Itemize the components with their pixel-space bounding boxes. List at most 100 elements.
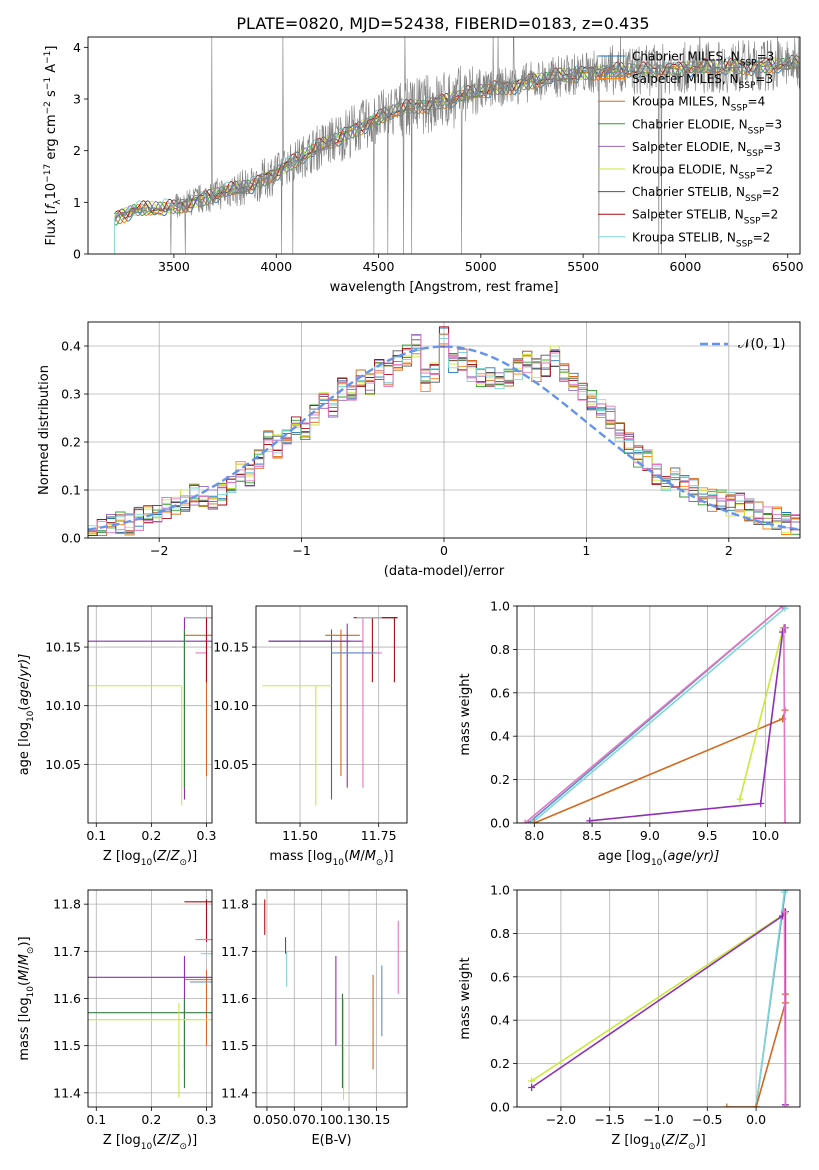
legend-entry-7: Salpeter STELIB, NSSP=2 bbox=[632, 208, 778, 227]
plot-area bbox=[256, 606, 407, 823]
plot-area bbox=[517, 890, 800, 1107]
data-point-5 bbox=[88, 685, 183, 806]
x-axis-label: mass [log10(M/M⊙)] bbox=[269, 849, 393, 868]
x-tick-label: 9.0 bbox=[640, 828, 660, 843]
x-tick-label: 0.1 bbox=[86, 1112, 106, 1127]
legend-entry-5: Kroupa ELODIE, NSSP=2 bbox=[632, 163, 773, 182]
x-tick-label: 8.0 bbox=[524, 828, 544, 843]
data-point-3 bbox=[184, 970, 212, 1046]
x-tick-label: 10.0 bbox=[751, 828, 779, 843]
x-tick-label: 0.15 bbox=[362, 1112, 390, 1127]
legend-entry-0: Chabrier MILES, NSSP=3 bbox=[632, 50, 774, 69]
axes-frame bbox=[516, 605, 801, 824]
y-axis-label: mass [log10(M/M⊙)] bbox=[17, 936, 36, 1060]
y-tick-label: 11.6 bbox=[53, 991, 81, 1006]
x-tick-label: 0.07 bbox=[280, 1112, 308, 1127]
weight-marker bbox=[736, 795, 744, 803]
x-tick-label: 6500 bbox=[772, 259, 804, 274]
x-tick-label: 11.50 bbox=[282, 828, 318, 843]
x-tick-label: 0.1 bbox=[86, 828, 106, 843]
weight-marker bbox=[528, 1083, 536, 1091]
y-axis-label: Flux [fλ10−17 erg cm−2 s−1 A−1] bbox=[43, 46, 63, 246]
y-tick-label: 0.1 bbox=[61, 483, 81, 498]
axes-frame bbox=[255, 889, 408, 1108]
y-tick-label: 11.8 bbox=[53, 897, 81, 912]
y-tick-label: 0.6 bbox=[490, 969, 510, 984]
y-axis-label: mass weight bbox=[458, 957, 473, 1039]
data-point-2 bbox=[268, 623, 363, 788]
axes-frame bbox=[516, 889, 801, 1108]
weight-marker bbox=[757, 799, 765, 807]
gaussian-curve bbox=[88, 345, 800, 531]
plot-area bbox=[88, 606, 212, 823]
weight-marker bbox=[779, 606, 787, 610]
axes-frame bbox=[87, 321, 801, 539]
legend-entry-2: Kroupa MILES, NSSP=4 bbox=[632, 95, 765, 114]
x-tick-label: 0.3 bbox=[197, 828, 217, 843]
weight-marker bbox=[521, 819, 529, 823]
x-tick-label: 3500 bbox=[158, 259, 190, 274]
y-tick-label: 0.2 bbox=[490, 1056, 510, 1071]
x-tick-label: 5500 bbox=[567, 259, 599, 274]
x-tick-label: 2 bbox=[725, 543, 733, 558]
chart-age-vs-metallicity: 0.1 0.2 0.3 10.05 10.10 10.15 Z [log10(Z/Z⊙)] a… bbox=[17, 605, 217, 868]
y-tick-label: 11.6 bbox=[221, 991, 249, 1006]
x-tick-label: 11.75 bbox=[361, 828, 397, 843]
y-tick-label: 10.15 bbox=[213, 640, 249, 655]
chart-mass-vs-ebv: 0.05 0.07 0.10 0.13 0.15 11.4 11.5 11.6 11.7 11.8… bbox=[221, 889, 408, 1148]
x-tick-label: 0.0 bbox=[746, 1112, 766, 1127]
y-tick-label: 0.2 bbox=[490, 772, 510, 787]
chart-massweight-vs-age: 8.0 8.5 9.0 9.5 10.0 0.0 0.2 0.4 0.6 0.8 1.0 age [l… bbox=[458, 599, 801, 868]
y-tick-label: 0.3 bbox=[61, 387, 81, 402]
weight-line-2 bbox=[524, 606, 784, 823]
x-tick-label: −2.0 bbox=[546, 1112, 576, 1127]
y-tick-label: 0.2 bbox=[61, 435, 81, 450]
x-tick-label: 0.3 bbox=[197, 1112, 217, 1127]
y-tick-label: 10.05 bbox=[45, 757, 81, 772]
legend-entry-6: Chabrier STELIB, NSSP=2 bbox=[632, 185, 780, 204]
x-tick-label: −0.5 bbox=[692, 1112, 722, 1127]
weight-line-3 bbox=[531, 913, 785, 1082]
axes-frame bbox=[87, 889, 213, 1108]
axes-frame bbox=[87, 605, 213, 824]
weight-marker bbox=[752, 1103, 760, 1107]
y-tick-label: 0.4 bbox=[490, 1013, 510, 1028]
x-tick-label: 0 bbox=[440, 543, 448, 558]
y-tick-label: 4 bbox=[73, 40, 81, 55]
y-tick-label: 11.4 bbox=[221, 1085, 249, 1100]
x-tick-label: 8.5 bbox=[582, 828, 602, 843]
axes-frame bbox=[255, 605, 408, 824]
y-tick-label: 0.6 bbox=[490, 685, 510, 700]
x-tick-label: 9.5 bbox=[698, 828, 718, 843]
x-tick-label: 0.13 bbox=[335, 1112, 363, 1127]
y-tick-label: 1.0 bbox=[490, 883, 510, 898]
legend-entry-8: Kroupa STELIB, NSSP=2 bbox=[632, 230, 770, 249]
chart-mass-vs-metallicity: 0.1 0.2 0.3 11.4 11.5 11.6 11.7 11.8 Z [log10(Z/… bbox=[17, 889, 217, 1152]
weight-marker bbox=[781, 819, 789, 823]
x-tick-label: 1 bbox=[582, 543, 590, 558]
y-axis-label: mass weight bbox=[458, 673, 473, 755]
chart-massweight-vs-metallicity: −2.0 −1.5 −1.0 −0.5 0.0 0.0 0.2 0.4 0.6 0.8 1.0 Z [… bbox=[458, 883, 801, 1152]
x-tick-label: 0.05 bbox=[253, 1112, 281, 1127]
chart-spectrum: 3500 4000 4500 5000 5500 6000 6500 0 1 2 3 4 wavelen… bbox=[43, 36, 804, 295]
x-axis-label: Z [log10(Z/Z⊙)] bbox=[103, 1133, 197, 1152]
weight-marker bbox=[530, 819, 538, 823]
x-axis-label: (data-model)/error bbox=[384, 564, 505, 579]
weight-marker bbox=[780, 624, 788, 632]
weight-marker bbox=[781, 1103, 789, 1107]
legend-entry-4: Salpeter ELODIE, NSSP=3 bbox=[632, 140, 781, 159]
weight-marker bbox=[779, 628, 787, 636]
y-tick-label: 0.0 bbox=[490, 1100, 510, 1115]
plot-area bbox=[114, 37, 800, 254]
x-tick-label: 0.2 bbox=[141, 1112, 161, 1127]
x-axis-label: Z [log10(Z/Z⊙)] bbox=[611, 1133, 705, 1152]
weight-line-1 bbox=[755, 892, 786, 1107]
legend-entry-3: Chabrier ELODIE, NSSP=3 bbox=[632, 117, 782, 136]
chart-residuals: −2 −1 0 1 2 0.0 0.1 0.2 0.3 0.4 (data-model)/error… bbox=[37, 321, 801, 579]
x-axis-label: wavelength [Angstrom, rest frame] bbox=[330, 280, 559, 295]
weight-line-5 bbox=[783, 911, 787, 1107]
data-point-1 bbox=[325, 629, 360, 777]
x-tick-label: 0.10 bbox=[308, 1112, 336, 1127]
data-point-0 bbox=[184, 899, 212, 942]
x-axis-label: age [log10(age/yr)] bbox=[598, 849, 720, 868]
